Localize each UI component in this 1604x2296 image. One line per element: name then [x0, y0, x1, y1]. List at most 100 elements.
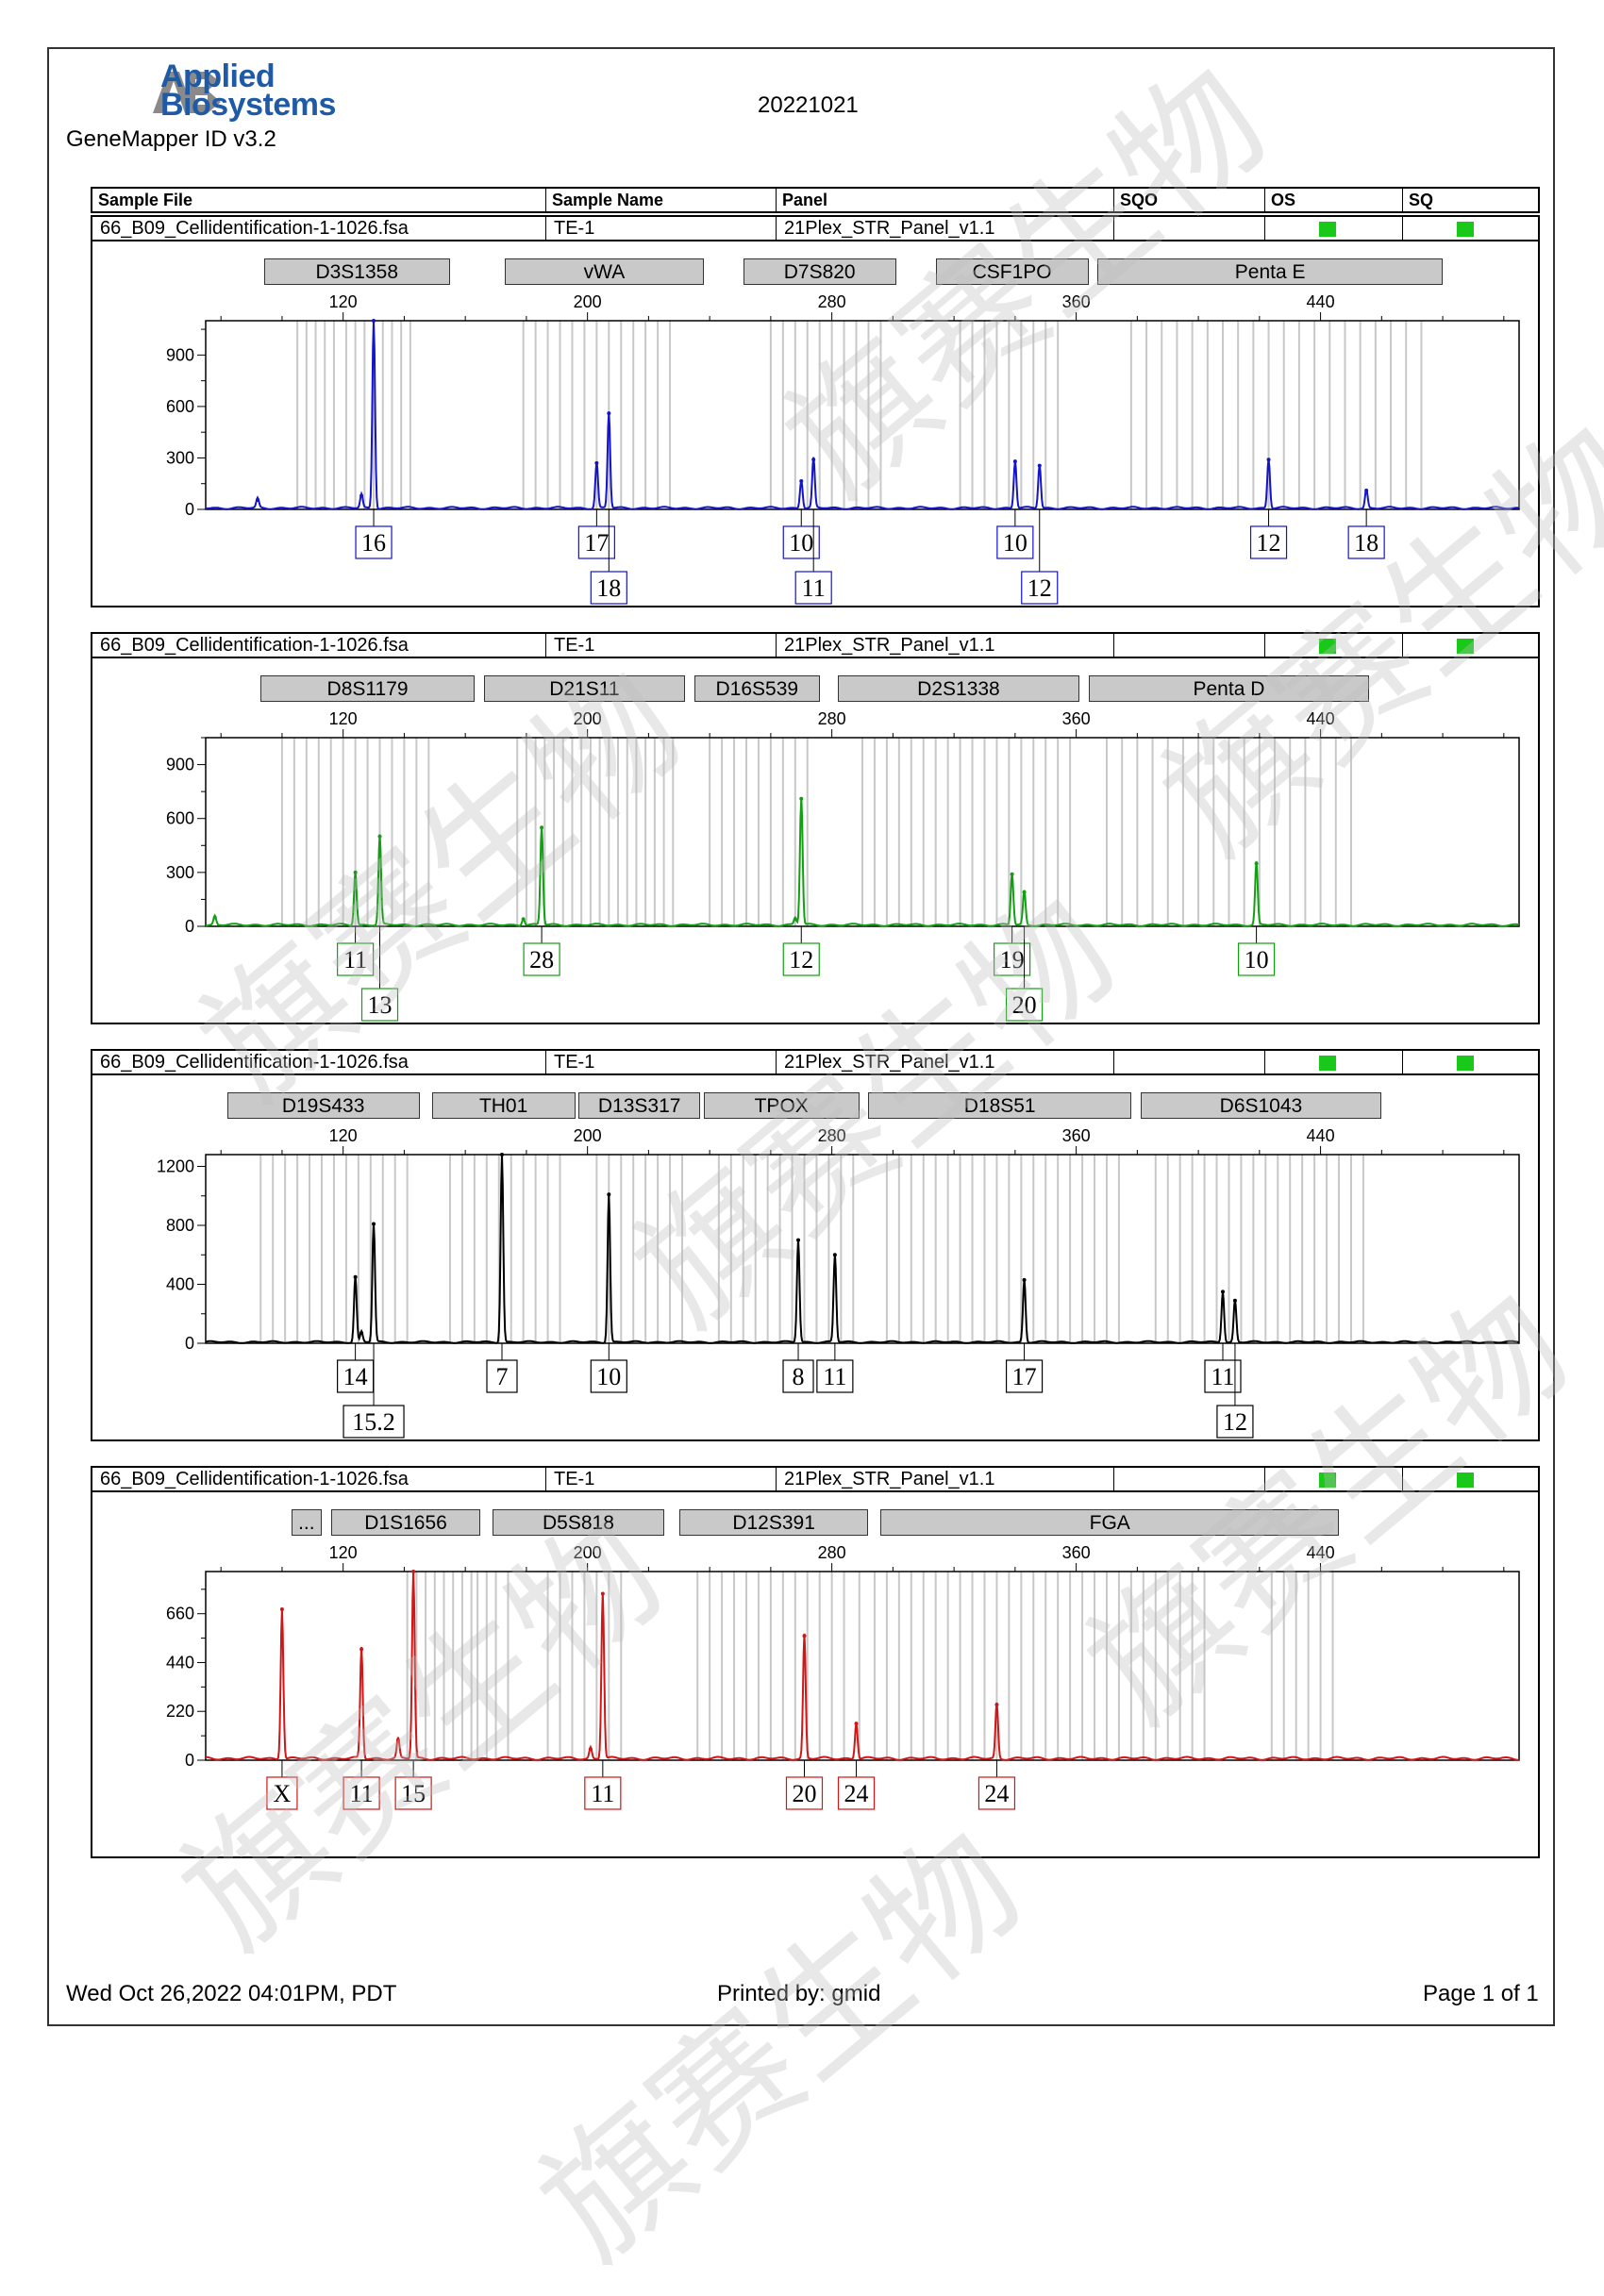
locus-marker-tpox[interactable]: TPOX — [703, 1092, 860, 1119]
allele-call[interactable]: 12 — [1021, 509, 1059, 605]
dye-panel-1: 66_B09_Cellidentification-1-1026.fsa TE-1… — [91, 215, 1540, 607]
locus-marker-d6s1043[interactable]: D6S1043 — [1140, 1092, 1382, 1119]
locus-marker-d2s1338[interactable]: D2S1338 — [838, 675, 1079, 702]
allele-call[interactable]: 12 — [1216, 1343, 1254, 1439]
y-tick-label: 300 — [166, 863, 194, 882]
allele-call[interactable]: 15 — [394, 1760, 432, 1810]
locus-marker-pentad[interactable]: Penta D — [1088, 675, 1370, 702]
allele-call[interactable]: 12 — [1249, 509, 1288, 559]
locus-marker-d18s51[interactable]: D18S51 — [868, 1092, 1131, 1119]
locus-marker-[interactable]: ... — [291, 1509, 322, 1536]
os-cell — [1264, 634, 1402, 657]
y-tick-label: 600 — [166, 809, 194, 828]
x-tick-label: 440 — [1307, 709, 1335, 728]
y-tick-label: 0 — [185, 917, 194, 936]
os-cell — [1264, 1468, 1402, 1490]
locus-marker-pentae[interactable]: Penta E — [1097, 258, 1444, 285]
col-panel: Panel — [776, 189, 1113, 211]
x-tick-label: 360 — [1062, 709, 1091, 728]
locus-marker-d16s539[interactable]: D16S539 — [693, 675, 820, 702]
allele-label: 10 — [1003, 529, 1028, 557]
allele-label: 24 — [984, 1780, 1009, 1807]
allele-call[interactable]: 14 — [337, 1343, 375, 1393]
allele-call[interactable]: 28 — [523, 926, 560, 976]
allele-box — [977, 1776, 1016, 1810]
brand-name: Applied Biosystems — [160, 60, 336, 121]
x-tick-label: 200 — [574, 1543, 602, 1562]
allele-call[interactable]: 10 — [1237, 926, 1276, 976]
allele-call[interactable]: 11 — [337, 926, 375, 976]
sample-name-cell: TE-1 — [545, 1051, 776, 1073]
locus-marker-d21s11[interactable]: D21S11 — [483, 675, 686, 702]
y-tick-label: 400 — [166, 1275, 194, 1294]
col-sq: SQ — [1402, 189, 1538, 211]
allele-box — [590, 571, 627, 605]
x-tick-label: 120 — [329, 1543, 358, 1562]
x-tick-label: 200 — [574, 1126, 602, 1145]
allele-call[interactable]: 24 — [977, 1760, 1016, 1810]
allele-box — [1249, 525, 1288, 559]
allele-box — [794, 571, 832, 605]
locus-marker-d8s1179[interactable]: D8S1179 — [260, 675, 475, 702]
allele-call[interactable]: 18 — [1347, 509, 1385, 559]
x-tick-label: 360 — [1062, 1543, 1091, 1562]
sample-name-cell: TE-1 — [545, 634, 776, 657]
allele-call[interactable]: 11 — [343, 1760, 380, 1810]
locus-marker-d12s391[interactable]: D12S391 — [678, 1509, 869, 1536]
peak-point — [212, 915, 217, 920]
allele-call[interactable]: 12 — [782, 926, 820, 976]
peak-point — [594, 460, 599, 465]
allele-call[interactable]: 10 — [590, 1343, 627, 1393]
allele-box — [816, 1359, 854, 1393]
allele-label: 7 — [496, 1363, 509, 1390]
locus-marker-fga[interactable]: FGA — [880, 1509, 1339, 1536]
allele-box — [486, 1359, 518, 1393]
allele-call[interactable]: 20 — [1005, 926, 1044, 1022]
allele-label: 19 — [1000, 946, 1025, 973]
peak-point — [854, 1722, 859, 1726]
allele-call[interactable]: 11 — [584, 1760, 622, 1810]
x-tick-label: 440 — [1307, 1543, 1335, 1562]
allele-call[interactable]: 8 — [782, 1343, 814, 1393]
allele-call[interactable]: X — [266, 1760, 298, 1810]
locus-marker-d7s820[interactable]: D7S820 — [743, 258, 896, 285]
peak-point — [1010, 872, 1014, 876]
os-quality-indicator — [1319, 1472, 1336, 1488]
sq-quality-indicator — [1457, 1472, 1474, 1488]
allele-call[interactable]: 20 — [785, 1760, 824, 1810]
allele-call[interactable]: 13 — [360, 926, 399, 1022]
allele-box — [343, 1405, 405, 1439]
allele-box — [266, 1776, 298, 1810]
allele-box — [996, 525, 1034, 559]
peak-point — [353, 870, 358, 874]
locus-marker-d13s317[interactable]: D13S317 — [577, 1092, 701, 1119]
allele-call[interactable]: 10 — [996, 509, 1034, 559]
allele-call[interactable]: 7 — [486, 1343, 518, 1393]
allele-call[interactable]: 18 — [590, 509, 627, 605]
locus-marker-d5s818[interactable]: D5S818 — [493, 1509, 664, 1536]
allele-call[interactable]: 17 — [1005, 1343, 1044, 1393]
peak-point — [1022, 1277, 1027, 1282]
allele-label: 11 — [350, 1780, 374, 1807]
peak-point — [607, 1192, 611, 1197]
locus-marker-d3s1358[interactable]: D3S1358 — [263, 258, 450, 285]
allele-bins — [259, 1155, 1364, 1343]
col-sqo: SQO — [1113, 189, 1264, 211]
locus-marker-d1s1656[interactable]: D1S1656 — [330, 1509, 481, 1536]
y-tick-label: 440 — [166, 1653, 194, 1672]
allele-call[interactable]: 16 — [355, 509, 393, 559]
dye-panel-4: 66_B09_Cellidentification-1-1026.fsa TE-1… — [91, 1466, 1540, 1858]
locus-marker-th01[interactable]: TH01 — [431, 1092, 576, 1119]
peak-point — [796, 1238, 801, 1242]
locus-marker-csf1po[interactable]: CSF1PO — [935, 258, 1089, 285]
allele-call[interactable]: 15.2 — [343, 1343, 405, 1439]
allele-label: 16 — [361, 529, 386, 557]
allele-call[interactable]: 24 — [837, 1760, 876, 1810]
locus-marker-vwa[interactable]: vWA — [505, 258, 704, 285]
allele-call[interactable]: 11 — [816, 1343, 854, 1393]
panel-name-cell: 21Plex_STR_Panel_v1.1 — [776, 634, 1113, 657]
plot-frame — [205, 1154, 1520, 1344]
locus-marker-d19s433[interactable]: D19S433 — [226, 1092, 420, 1119]
allele-call[interactable]: 11 — [794, 509, 832, 605]
